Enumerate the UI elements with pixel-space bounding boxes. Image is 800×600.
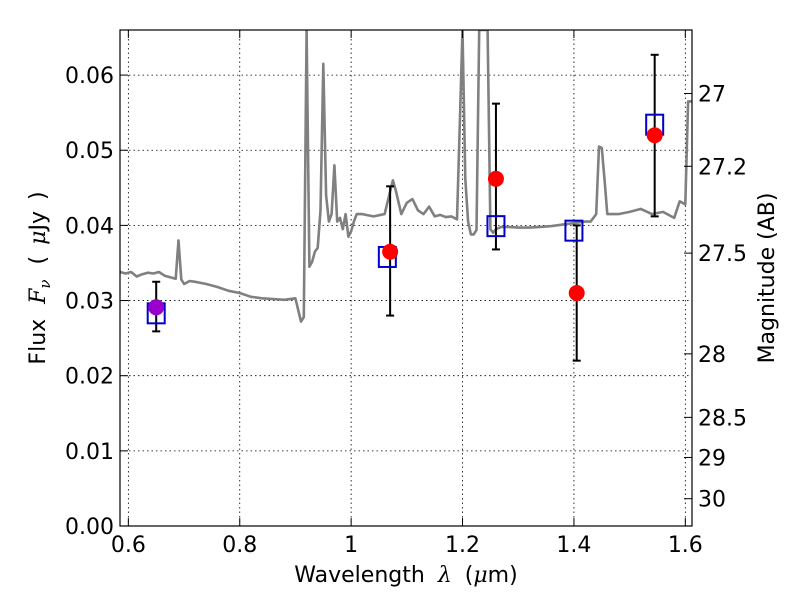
y-axis-title-nu: ν [36, 279, 54, 288]
x-tick-label: 1.6 [668, 533, 703, 558]
x-axis-title-mu: μ [473, 563, 487, 588]
x-tick-label: 0.8 [222, 533, 257, 558]
observed-point [487, 170, 504, 187]
observed-point-layer [148, 127, 663, 316]
y-tick-label: 0.06 [65, 64, 114, 89]
magnitude-tick-label: 27.2 [698, 155, 747, 180]
magnitude-axis-ticks: 27 27.2 27.5 28 28.5 29 30 [684, 83, 747, 513]
x-tick-label: 1.4 [556, 533, 591, 558]
y-axis-title-prefix: Flux [26, 319, 51, 365]
model-square-layer [146, 113, 665, 325]
grid [120, 30, 692, 527]
x-tick-label: 1 [344, 533, 358, 558]
y-tick-label: 0.01 [65, 440, 114, 465]
observed-point [148, 299, 165, 316]
y-axis-title-close: ) [26, 191, 51, 200]
x-axis-title-lambda: λ [437, 563, 452, 588]
y-tick-label: 0.05 [65, 139, 114, 164]
magnitude-tick-label: 27.5 [698, 242, 747, 267]
y-tick-label: 0.00 [65, 515, 114, 540]
y-tick-label: 0.04 [65, 214, 114, 239]
magnitude-tick-label: 28 [698, 343, 726, 368]
y-tick-label: 0.03 [65, 290, 114, 315]
magnitude-tick-label: 28.5 [698, 406, 747, 431]
x-axis-ticks: 0.6 0.8 1 1.2 1.4 1.6 [111, 30, 703, 558]
plot-area [120, 30, 692, 362]
model-square-marker [486, 215, 506, 238]
x-axis-title-unit: m) [488, 563, 518, 588]
plot-frame [119, 29, 693, 527]
magnitude-tick-label: 29 [698, 446, 726, 471]
magnitude-axis-title: Magnitude (AB) [755, 193, 780, 364]
observed-point [568, 285, 585, 302]
magnitude-tick-label: 30 [698, 488, 726, 513]
y-axis-title-mu: μ [26, 231, 51, 245]
y-tick-label: 0.02 [65, 365, 114, 390]
x-tick-label: 1.2 [445, 533, 480, 558]
x-axis-title-prefix: Wavelength [294, 563, 425, 588]
magnitude-tick-label: 27 [698, 83, 726, 108]
model-square-marker [564, 219, 584, 242]
y-axis-ticks: 0.00 0.01 0.02 0.03 0.04 0.05 0.06 [65, 64, 128, 540]
spectrum-line [120, 30, 692, 323]
y-axis-title-open: ( [26, 256, 51, 265]
y-axis-title: Flux Fν ( μJy ) [26, 191, 56, 364]
observed-point [382, 243, 399, 260]
spectrum-layer [120, 30, 692, 323]
x-tick-label: 0.6 [111, 533, 146, 558]
y-axis-title-F: F [26, 288, 51, 305]
observed-point [646, 127, 663, 144]
y-axis-title-unit: Jy [26, 211, 51, 233]
x-axis-title-open: ( [465, 563, 474, 588]
x-axis-title: Wavelength λ (μm) [294, 563, 517, 588]
